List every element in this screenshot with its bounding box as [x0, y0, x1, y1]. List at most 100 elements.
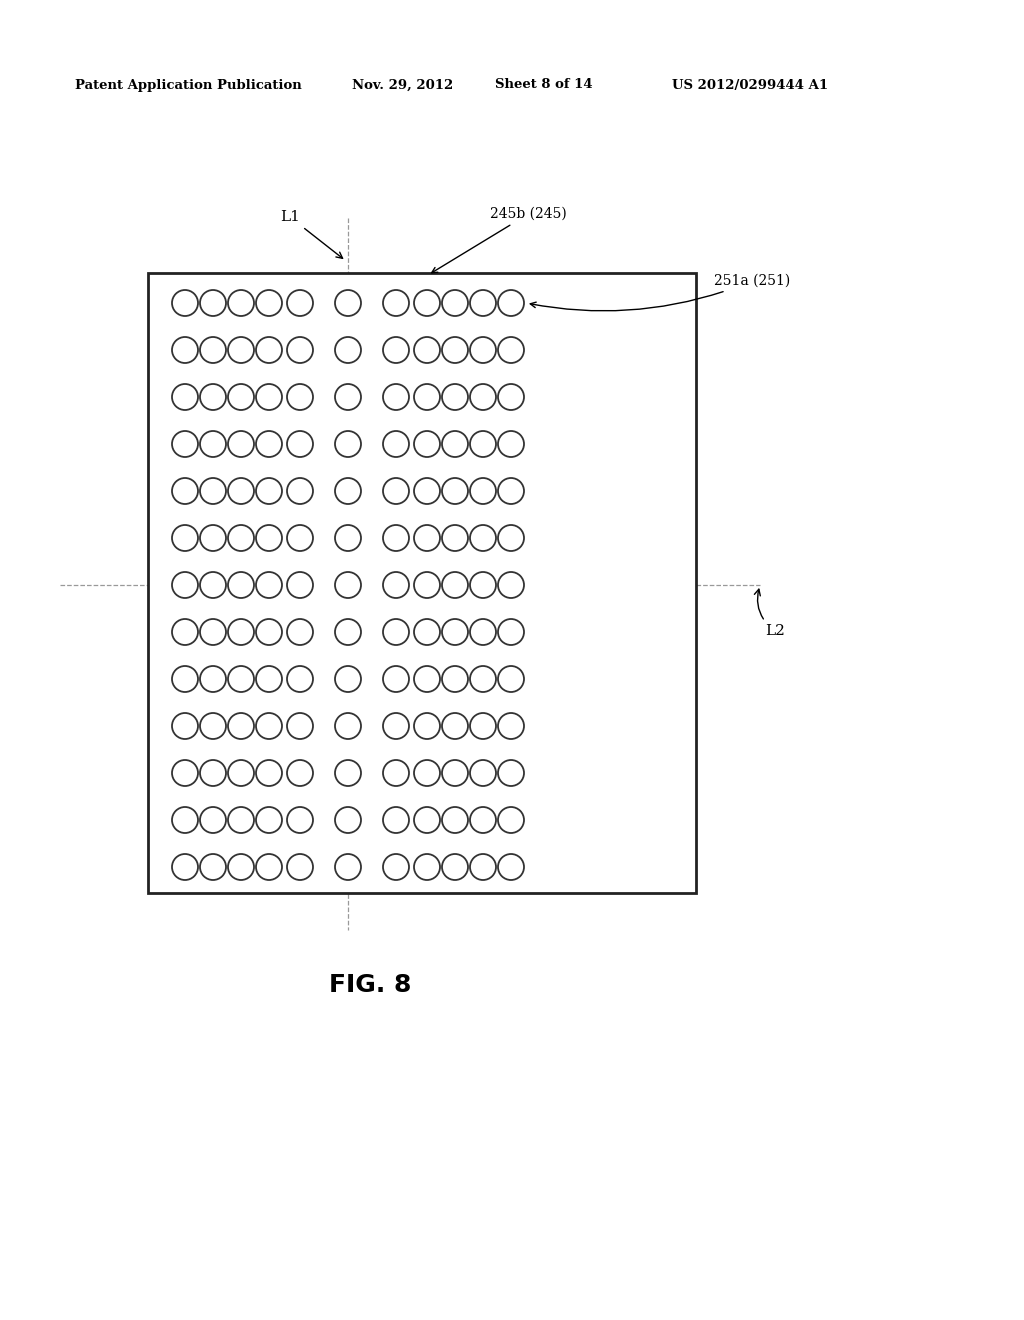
Text: Sheet 8 of 14: Sheet 8 of 14 — [495, 78, 593, 91]
Ellipse shape — [383, 525, 409, 550]
Ellipse shape — [172, 337, 198, 363]
Ellipse shape — [200, 854, 226, 880]
Ellipse shape — [228, 384, 254, 411]
Ellipse shape — [228, 807, 254, 833]
Ellipse shape — [442, 478, 468, 504]
Ellipse shape — [335, 572, 361, 598]
Ellipse shape — [335, 432, 361, 457]
Text: 251a (251): 251a (251) — [530, 275, 791, 310]
Ellipse shape — [498, 432, 524, 457]
Ellipse shape — [383, 713, 409, 739]
Text: L1: L1 — [280, 210, 343, 259]
Ellipse shape — [172, 807, 198, 833]
Ellipse shape — [256, 854, 282, 880]
Ellipse shape — [498, 384, 524, 411]
Ellipse shape — [498, 807, 524, 833]
Ellipse shape — [228, 667, 254, 692]
Ellipse shape — [200, 525, 226, 550]
Ellipse shape — [442, 713, 468, 739]
Ellipse shape — [383, 760, 409, 785]
Ellipse shape — [470, 807, 496, 833]
Text: US 2012/0299444 A1: US 2012/0299444 A1 — [672, 78, 828, 91]
Ellipse shape — [383, 854, 409, 880]
Ellipse shape — [256, 667, 282, 692]
Ellipse shape — [335, 854, 361, 880]
Ellipse shape — [256, 807, 282, 833]
Ellipse shape — [335, 337, 361, 363]
Ellipse shape — [228, 432, 254, 457]
Ellipse shape — [287, 760, 313, 785]
Ellipse shape — [414, 619, 440, 645]
Ellipse shape — [498, 854, 524, 880]
Ellipse shape — [470, 290, 496, 315]
Ellipse shape — [498, 290, 524, 315]
Ellipse shape — [228, 619, 254, 645]
Ellipse shape — [498, 478, 524, 504]
Ellipse shape — [498, 760, 524, 785]
Ellipse shape — [383, 619, 409, 645]
Ellipse shape — [287, 807, 313, 833]
Ellipse shape — [470, 384, 496, 411]
Ellipse shape — [383, 432, 409, 457]
Ellipse shape — [335, 478, 361, 504]
Text: 245b (245): 245b (245) — [432, 207, 566, 273]
Ellipse shape — [200, 432, 226, 457]
Ellipse shape — [256, 713, 282, 739]
Text: L2: L2 — [755, 589, 784, 638]
Ellipse shape — [442, 384, 468, 411]
Ellipse shape — [172, 667, 198, 692]
Ellipse shape — [383, 337, 409, 363]
Ellipse shape — [498, 619, 524, 645]
Ellipse shape — [200, 760, 226, 785]
Ellipse shape — [470, 525, 496, 550]
Ellipse shape — [172, 760, 198, 785]
Ellipse shape — [414, 854, 440, 880]
Ellipse shape — [287, 432, 313, 457]
Ellipse shape — [256, 478, 282, 504]
Ellipse shape — [470, 478, 496, 504]
Ellipse shape — [335, 667, 361, 692]
Ellipse shape — [228, 854, 254, 880]
Ellipse shape — [287, 525, 313, 550]
Ellipse shape — [442, 667, 468, 692]
Ellipse shape — [287, 478, 313, 504]
Ellipse shape — [383, 572, 409, 598]
Ellipse shape — [335, 290, 361, 315]
Ellipse shape — [287, 290, 313, 315]
Ellipse shape — [414, 384, 440, 411]
Ellipse shape — [414, 807, 440, 833]
Ellipse shape — [200, 478, 226, 504]
Ellipse shape — [256, 384, 282, 411]
Ellipse shape — [200, 619, 226, 645]
Ellipse shape — [172, 572, 198, 598]
Ellipse shape — [442, 619, 468, 645]
Ellipse shape — [287, 619, 313, 645]
Text: Nov. 29, 2012: Nov. 29, 2012 — [352, 78, 454, 91]
Ellipse shape — [335, 384, 361, 411]
Ellipse shape — [287, 384, 313, 411]
Ellipse shape — [228, 713, 254, 739]
Ellipse shape — [414, 713, 440, 739]
Ellipse shape — [414, 432, 440, 457]
Ellipse shape — [498, 337, 524, 363]
Ellipse shape — [498, 713, 524, 739]
Ellipse shape — [200, 572, 226, 598]
Ellipse shape — [256, 290, 282, 315]
Ellipse shape — [228, 337, 254, 363]
Ellipse shape — [172, 478, 198, 504]
Ellipse shape — [442, 854, 468, 880]
Ellipse shape — [442, 760, 468, 785]
Ellipse shape — [200, 713, 226, 739]
Ellipse shape — [383, 667, 409, 692]
Ellipse shape — [414, 290, 440, 315]
Ellipse shape — [335, 807, 361, 833]
Ellipse shape — [256, 337, 282, 363]
Ellipse shape — [414, 667, 440, 692]
Ellipse shape — [442, 337, 468, 363]
Ellipse shape — [383, 478, 409, 504]
Ellipse shape — [498, 572, 524, 598]
Ellipse shape — [287, 713, 313, 739]
Ellipse shape — [414, 337, 440, 363]
Ellipse shape — [200, 667, 226, 692]
Ellipse shape — [470, 337, 496, 363]
